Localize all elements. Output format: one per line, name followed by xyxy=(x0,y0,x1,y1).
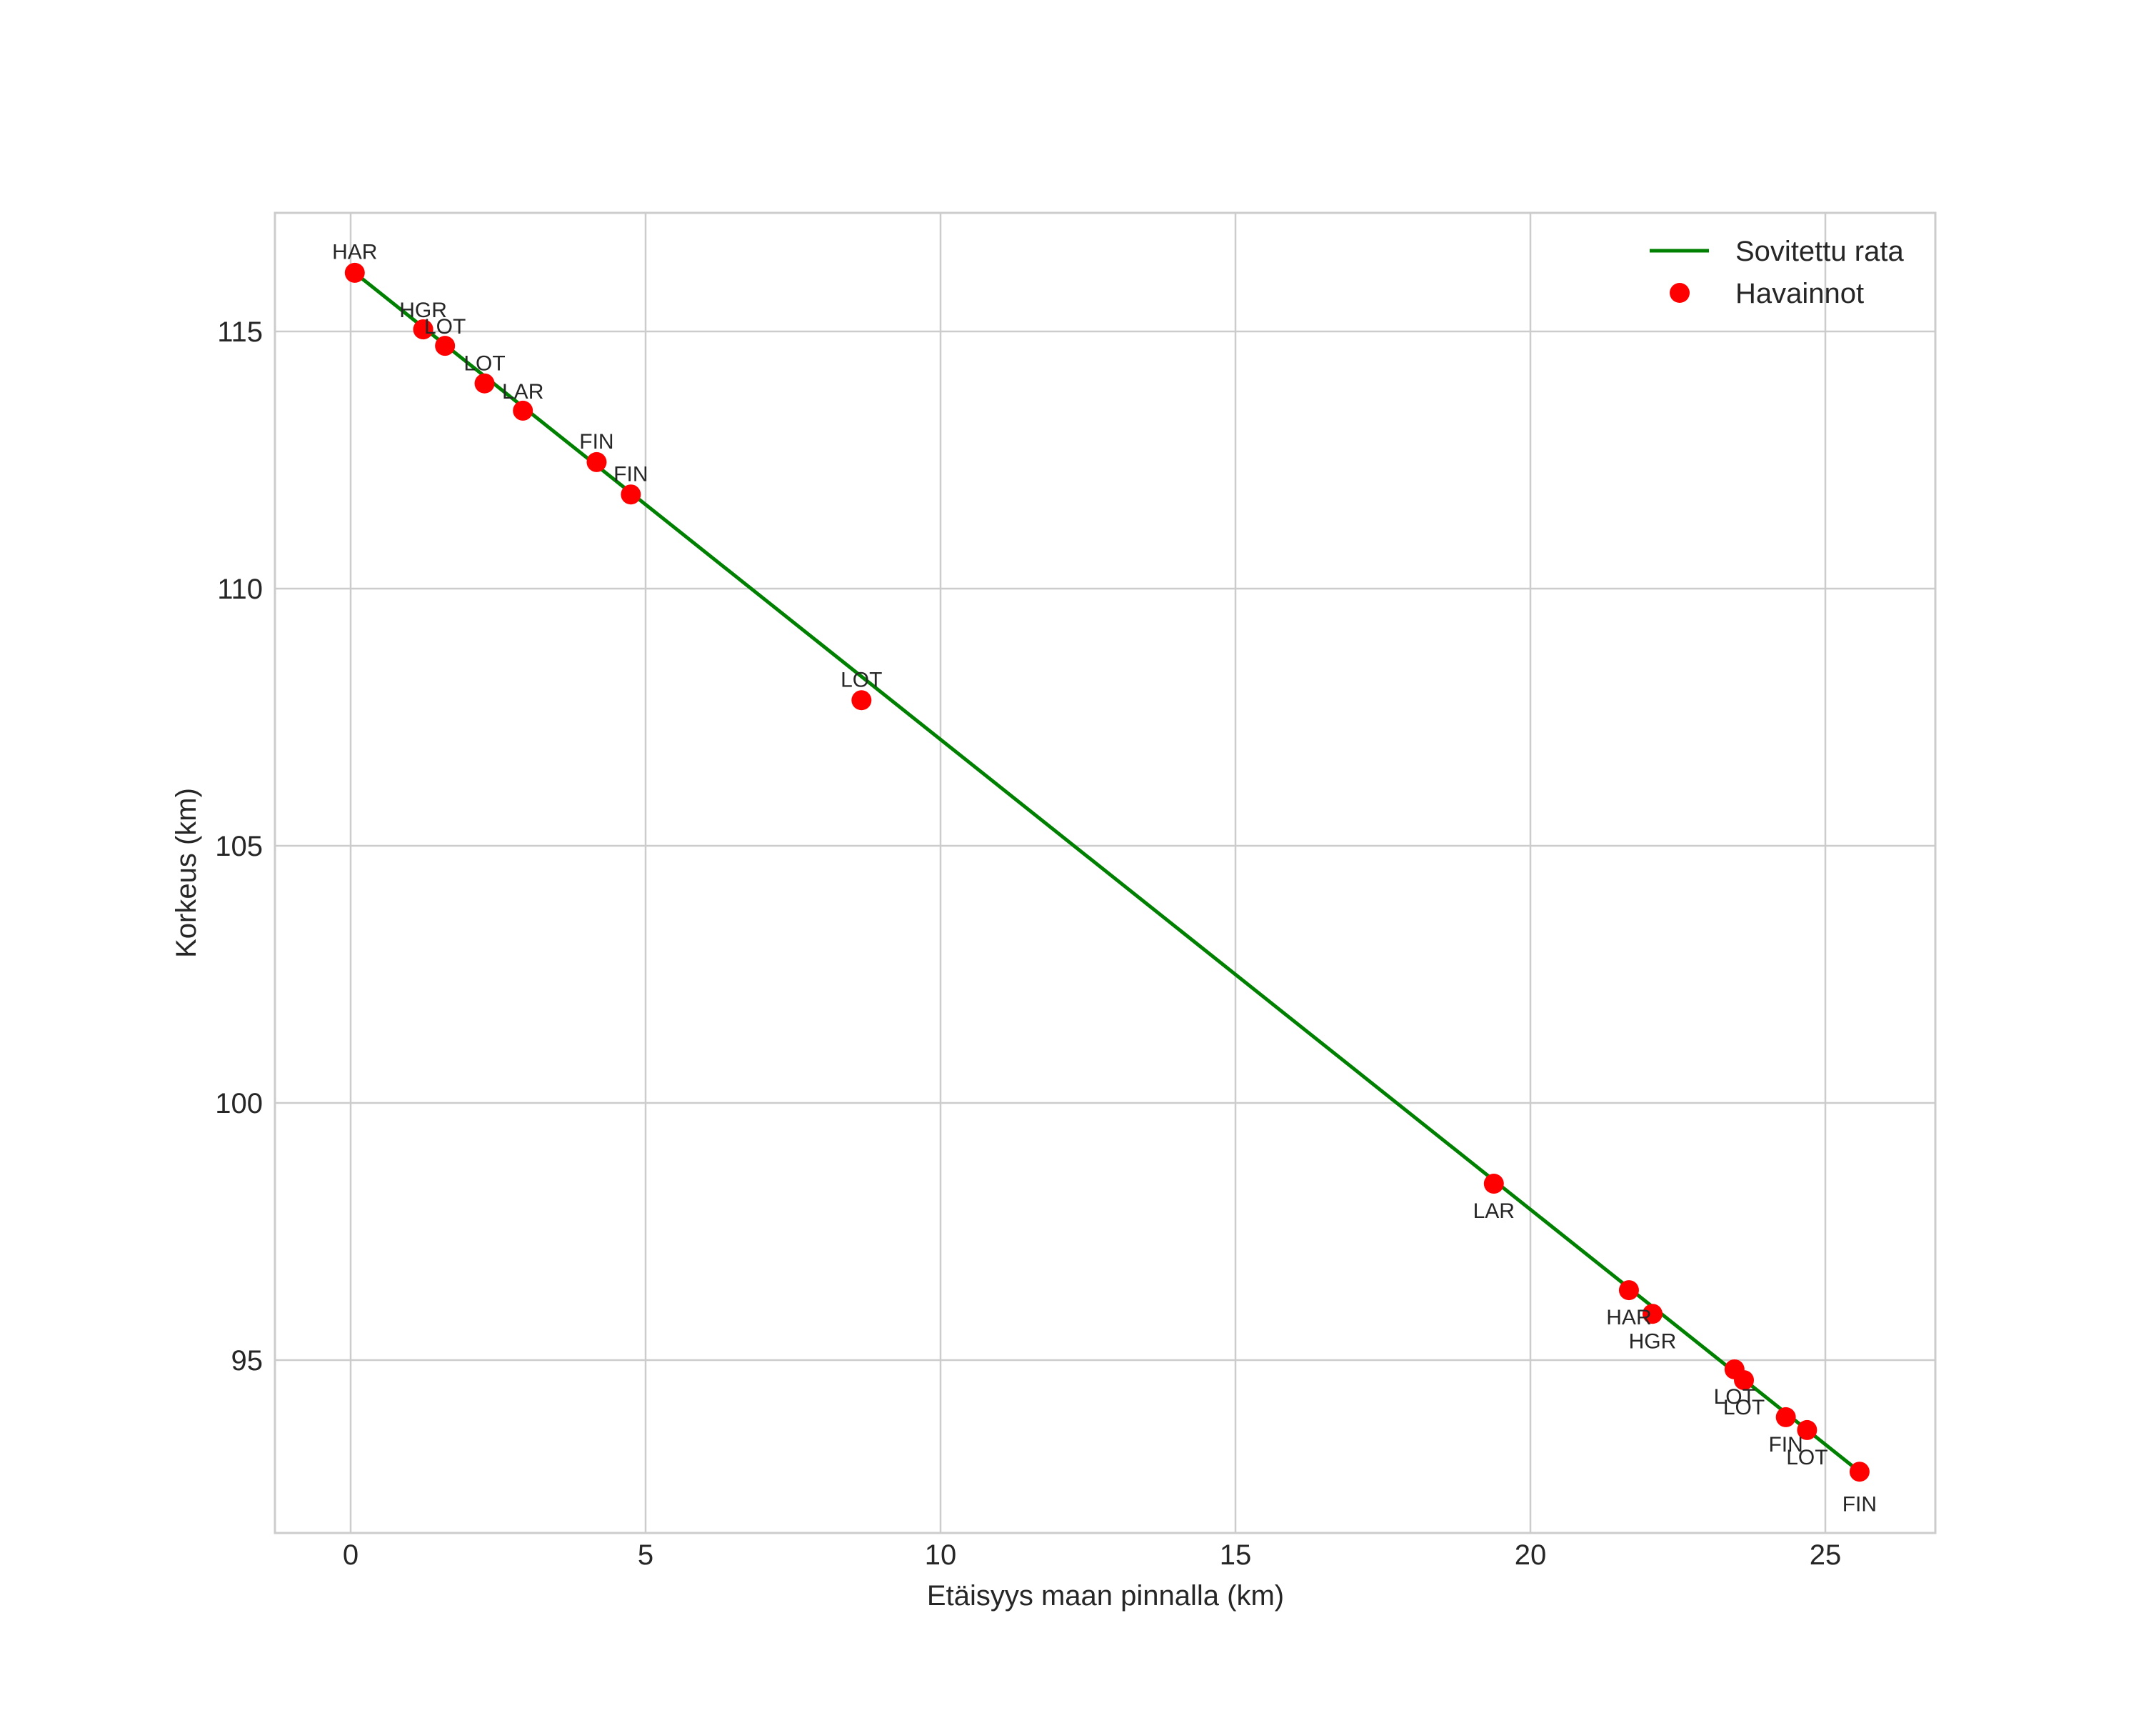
station-label: LAR xyxy=(502,380,543,404)
y-axis-label: Korkeus (km) xyxy=(171,788,202,958)
legend-label-observations: Havainnot xyxy=(1735,278,1864,309)
observation-point xyxy=(1483,1174,1504,1194)
observation-points xyxy=(344,262,1870,1482)
station-label: LOT xyxy=(463,352,505,376)
station-label: LAR xyxy=(1473,1199,1515,1223)
station-label: FIN xyxy=(613,462,648,486)
station-label: LOT xyxy=(1714,1385,1755,1409)
fitted-line xyxy=(354,271,1861,1474)
station-label: HGR xyxy=(399,299,447,322)
x-tick-label: 0 xyxy=(343,1539,359,1571)
station-label: LOT xyxy=(1723,1396,1765,1419)
station-label: FIN xyxy=(579,430,613,454)
station-label: FIN xyxy=(1842,1493,1877,1517)
observation-point xyxy=(1849,1462,1870,1482)
observation-point xyxy=(1734,1370,1755,1391)
station-label: LOT xyxy=(841,668,882,691)
legend: Sovitettu rata Havainnot xyxy=(1650,236,1904,309)
station-label: HAR xyxy=(332,240,377,264)
y-tick-label: 105 xyxy=(215,831,263,862)
observation-point xyxy=(1642,1304,1663,1324)
station-label: HAR xyxy=(1606,1306,1651,1329)
observation-point xyxy=(344,262,365,283)
y-gridlines xyxy=(275,330,1935,1362)
x-tick-label: 25 xyxy=(1810,1539,1842,1571)
x-tick-label: 5 xyxy=(638,1539,653,1571)
station-label: FIN xyxy=(1768,1433,1802,1457)
x-axis-label: Etäisyys maan pinnalla (km) xyxy=(927,1580,1284,1612)
y-tick-labels: 95 100 105 110 115 xyxy=(215,316,263,1377)
observation-point xyxy=(621,484,641,505)
x-tick-label: 10 xyxy=(925,1539,957,1571)
legend-marker-icon xyxy=(1670,283,1690,303)
observation-point xyxy=(586,451,607,472)
observation-point xyxy=(1618,1280,1639,1301)
y-tick-label: 115 xyxy=(217,316,263,348)
x-tick-labels: 0 5 10 15 20 25 xyxy=(343,1539,1841,1571)
plot-frame xyxy=(274,211,1937,1534)
y-tick-label: 110 xyxy=(217,574,263,605)
station-label: LOT xyxy=(424,315,466,339)
observation-point xyxy=(474,373,495,394)
observation-point xyxy=(851,690,872,711)
observation-point xyxy=(513,400,533,421)
x-tick-label: 20 xyxy=(1515,1539,1547,1571)
station-labels: HARHGRLOTLOTLARFINFINLOTLARHARHGRLOTLOTF… xyxy=(332,240,1877,1516)
x-gridlines xyxy=(349,213,1827,1533)
y-tick-label: 95 xyxy=(231,1345,264,1377)
observation-point xyxy=(1797,1419,1817,1440)
y-tick-label: 100 xyxy=(215,1088,263,1119)
observation-point xyxy=(435,336,456,356)
observation-point xyxy=(1775,1407,1796,1427)
legend-label-fit: Sovitettu rata xyxy=(1735,236,1904,267)
observation-point xyxy=(413,319,433,340)
station-label: HGR xyxy=(1629,1329,1677,1353)
fitted-trajectory-line xyxy=(354,271,1861,1474)
x-tick-label: 15 xyxy=(1220,1539,1252,1571)
station-label: LOT xyxy=(1786,1446,1827,1469)
